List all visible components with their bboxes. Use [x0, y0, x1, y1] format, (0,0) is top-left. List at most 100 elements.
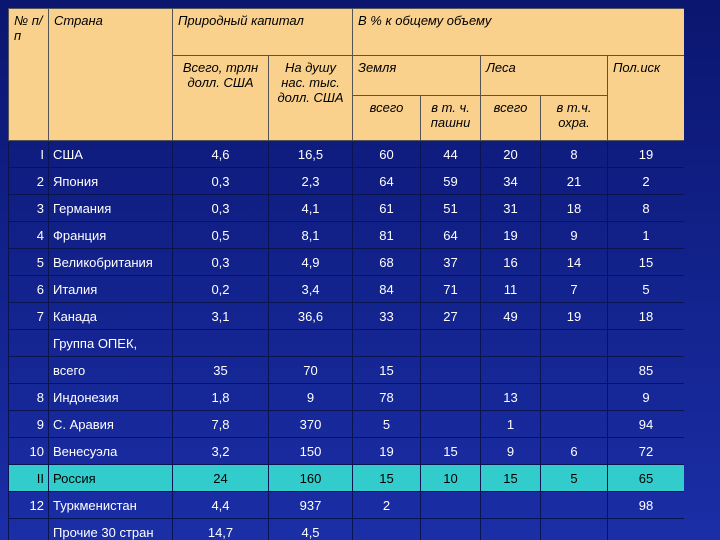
- table-cell: 0,5: [172, 221, 269, 249]
- table-cell: 61: [352, 194, 422, 222]
- table-cell: [420, 410, 482, 438]
- table-cell: 150: [267, 437, 354, 465]
- table-cell: 4: [8, 221, 49, 249]
- table-row: Группа ОПЕК,: [8, 329, 684, 357]
- table-cell: 6: [8, 275, 49, 303]
- table-row: 12 Туркменистан 4,4 937 2 98: [8, 491, 684, 519]
- table-cell: США: [48, 140, 173, 168]
- table-row: Прочие 30 стран 14,7 4,5: [8, 518, 684, 540]
- table-cell: 12: [8, 491, 49, 519]
- table-cell: [352, 329, 422, 357]
- table-cell: 937: [267, 491, 354, 519]
- table-cell: 11: [480, 275, 542, 303]
- table-cell: I: [8, 140, 49, 168]
- header-cell: Всего, трлн долл. США: [172, 55, 269, 141]
- table-cell: 4,6: [172, 140, 269, 168]
- table-cell: [420, 356, 482, 384]
- table-cell: Франция: [48, 221, 173, 249]
- table-row: 5 Великобритания 0,3 4,9 68 37 16 14 15: [8, 248, 684, 276]
- table-cell: 70: [267, 356, 354, 384]
- table-cell: 10: [8, 437, 49, 465]
- table-cell: [352, 518, 422, 540]
- table-cell: [420, 491, 482, 519]
- table-cell: Индонезия: [48, 383, 173, 411]
- table: № п/п Страна Природный капитал В % к общ…: [8, 8, 684, 540]
- table-cell: Венесуэла: [48, 437, 173, 465]
- table-cell: [480, 491, 542, 519]
- table-cell: Италия: [48, 275, 173, 303]
- table-row: 9 С. Аравия 7,8 370 5 1 94: [8, 410, 684, 438]
- table-cell: 31: [480, 194, 542, 222]
- table-body: I США 4,6 16,5 60 44 20 8 19 2 Япония 0,3 2,3 64 59 34 2…: [8, 140, 684, 540]
- table-cell: [540, 518, 609, 540]
- table-cell: 19: [480, 221, 542, 249]
- table-cell: [540, 491, 609, 519]
- table-cell: 15: [352, 464, 422, 492]
- table-cell: 2: [352, 491, 422, 519]
- header-cell: в т.ч. охра.: [540, 95, 609, 141]
- table-cell: 68: [352, 248, 422, 276]
- table-cell: 3: [8, 194, 49, 222]
- table-cell: 7,8: [172, 410, 269, 438]
- header-cell: Земля: [352, 55, 482, 96]
- table-cell: 2,3: [267, 167, 354, 195]
- table-cell: 7: [8, 302, 49, 330]
- table-cell: 14: [540, 248, 609, 276]
- table-cell: 5: [8, 248, 49, 276]
- table-cell: 27: [420, 302, 482, 330]
- table-cell: 19: [607, 140, 684, 168]
- table-cell: [8, 329, 49, 357]
- table-cell: 19: [352, 437, 422, 465]
- table-row: всего 35 70 15 85: [8, 356, 684, 384]
- table-cell: 15: [480, 464, 542, 492]
- header-cell: В % к общему объему: [352, 8, 684, 56]
- table-cell: [420, 383, 482, 411]
- table-cell: 1: [607, 221, 684, 249]
- table-cell: 1,8: [172, 383, 269, 411]
- table-row: 3 Германия 0,3 4,1 61 51 31 18 8: [8, 194, 684, 222]
- table-cell: 5: [540, 464, 609, 492]
- table-cell: 37: [420, 248, 482, 276]
- table-cell: [607, 518, 684, 540]
- table-cell: Группа ОПЕК,: [48, 329, 173, 357]
- table-cell: Канада: [48, 302, 173, 330]
- table-cell: 370: [267, 410, 354, 438]
- table-cell: 5: [607, 275, 684, 303]
- table-cell: 9: [607, 383, 684, 411]
- table-cell: всего: [48, 356, 173, 384]
- table-row: 7 Канада 3,1 36,6 33 27 49 19 18: [8, 302, 684, 330]
- table-cell: Россия: [48, 464, 173, 492]
- table-cell: [420, 518, 482, 540]
- table-cell: Германия: [48, 194, 173, 222]
- table-cell: 3,4: [267, 275, 354, 303]
- table-row: 4 Франция 0,5 8,1 81 64 19 9 1: [8, 221, 684, 249]
- table-cell: 3,1: [172, 302, 269, 330]
- table-cell: [8, 518, 49, 540]
- table-cell: 81: [352, 221, 422, 249]
- table-cell: 8,1: [267, 221, 354, 249]
- table-cell: 36,6: [267, 302, 354, 330]
- table-cell: Прочие 30 стран: [48, 518, 173, 540]
- table-cell: 16: [480, 248, 542, 276]
- table-cell: 35: [172, 356, 269, 384]
- table-cell: [172, 329, 269, 357]
- table-cell: 64: [420, 221, 482, 249]
- table-cell: 15: [352, 356, 422, 384]
- table-cell: 24: [172, 464, 269, 492]
- table-cell: 85: [607, 356, 684, 384]
- table-cell: 7: [540, 275, 609, 303]
- table-cell: 9: [540, 221, 609, 249]
- table-cell: 2: [607, 167, 684, 195]
- table-cell: 8: [8, 383, 49, 411]
- table-cell: С. Аравия: [48, 410, 173, 438]
- table-cell: Япония: [48, 167, 173, 195]
- table-cell: 49: [480, 302, 542, 330]
- table-cell: 160: [267, 464, 354, 492]
- table-cell: Туркменистан: [48, 491, 173, 519]
- table-wrap: № п/п Страна Природный капитал В % к общ…: [8, 8, 684, 540]
- table-cell: [267, 329, 354, 357]
- table-cell: 44: [420, 140, 482, 168]
- table-cell: 9: [8, 410, 49, 438]
- table-cell: 0,3: [172, 194, 269, 222]
